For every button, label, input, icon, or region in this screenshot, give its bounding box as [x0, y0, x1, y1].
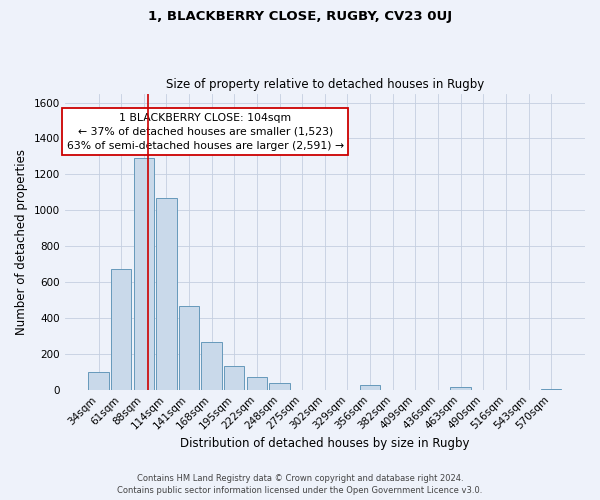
Bar — [541, 389, 562, 390]
Bar — [451, 387, 471, 390]
Title: Size of property relative to detached houses in Rugby: Size of property relative to detached ho… — [166, 78, 484, 91]
Text: 1, BLACKBERRY CLOSE, RUGBY, CV23 0UJ: 1, BLACKBERRY CLOSE, RUGBY, CV23 0UJ — [148, 10, 452, 23]
Bar — [134, 158, 154, 390]
X-axis label: Distribution of detached houses by size in Rugby: Distribution of detached houses by size … — [180, 437, 470, 450]
Y-axis label: Number of detached properties: Number of detached properties — [15, 148, 28, 334]
Bar — [88, 372, 109, 390]
Bar — [111, 268, 131, 390]
Bar — [247, 377, 267, 390]
Bar — [156, 198, 176, 390]
Text: 1 BLACKBERRY CLOSE: 104sqm
← 37% of detached houses are smaller (1,523)
63% of s: 1 BLACKBERRY CLOSE: 104sqm ← 37% of deta… — [67, 113, 344, 151]
Bar — [202, 342, 222, 390]
Bar — [179, 306, 199, 390]
Bar — [360, 385, 380, 390]
Text: Contains HM Land Registry data © Crown copyright and database right 2024.
Contai: Contains HM Land Registry data © Crown c… — [118, 474, 482, 495]
Bar — [269, 384, 290, 390]
Bar — [224, 366, 244, 390]
